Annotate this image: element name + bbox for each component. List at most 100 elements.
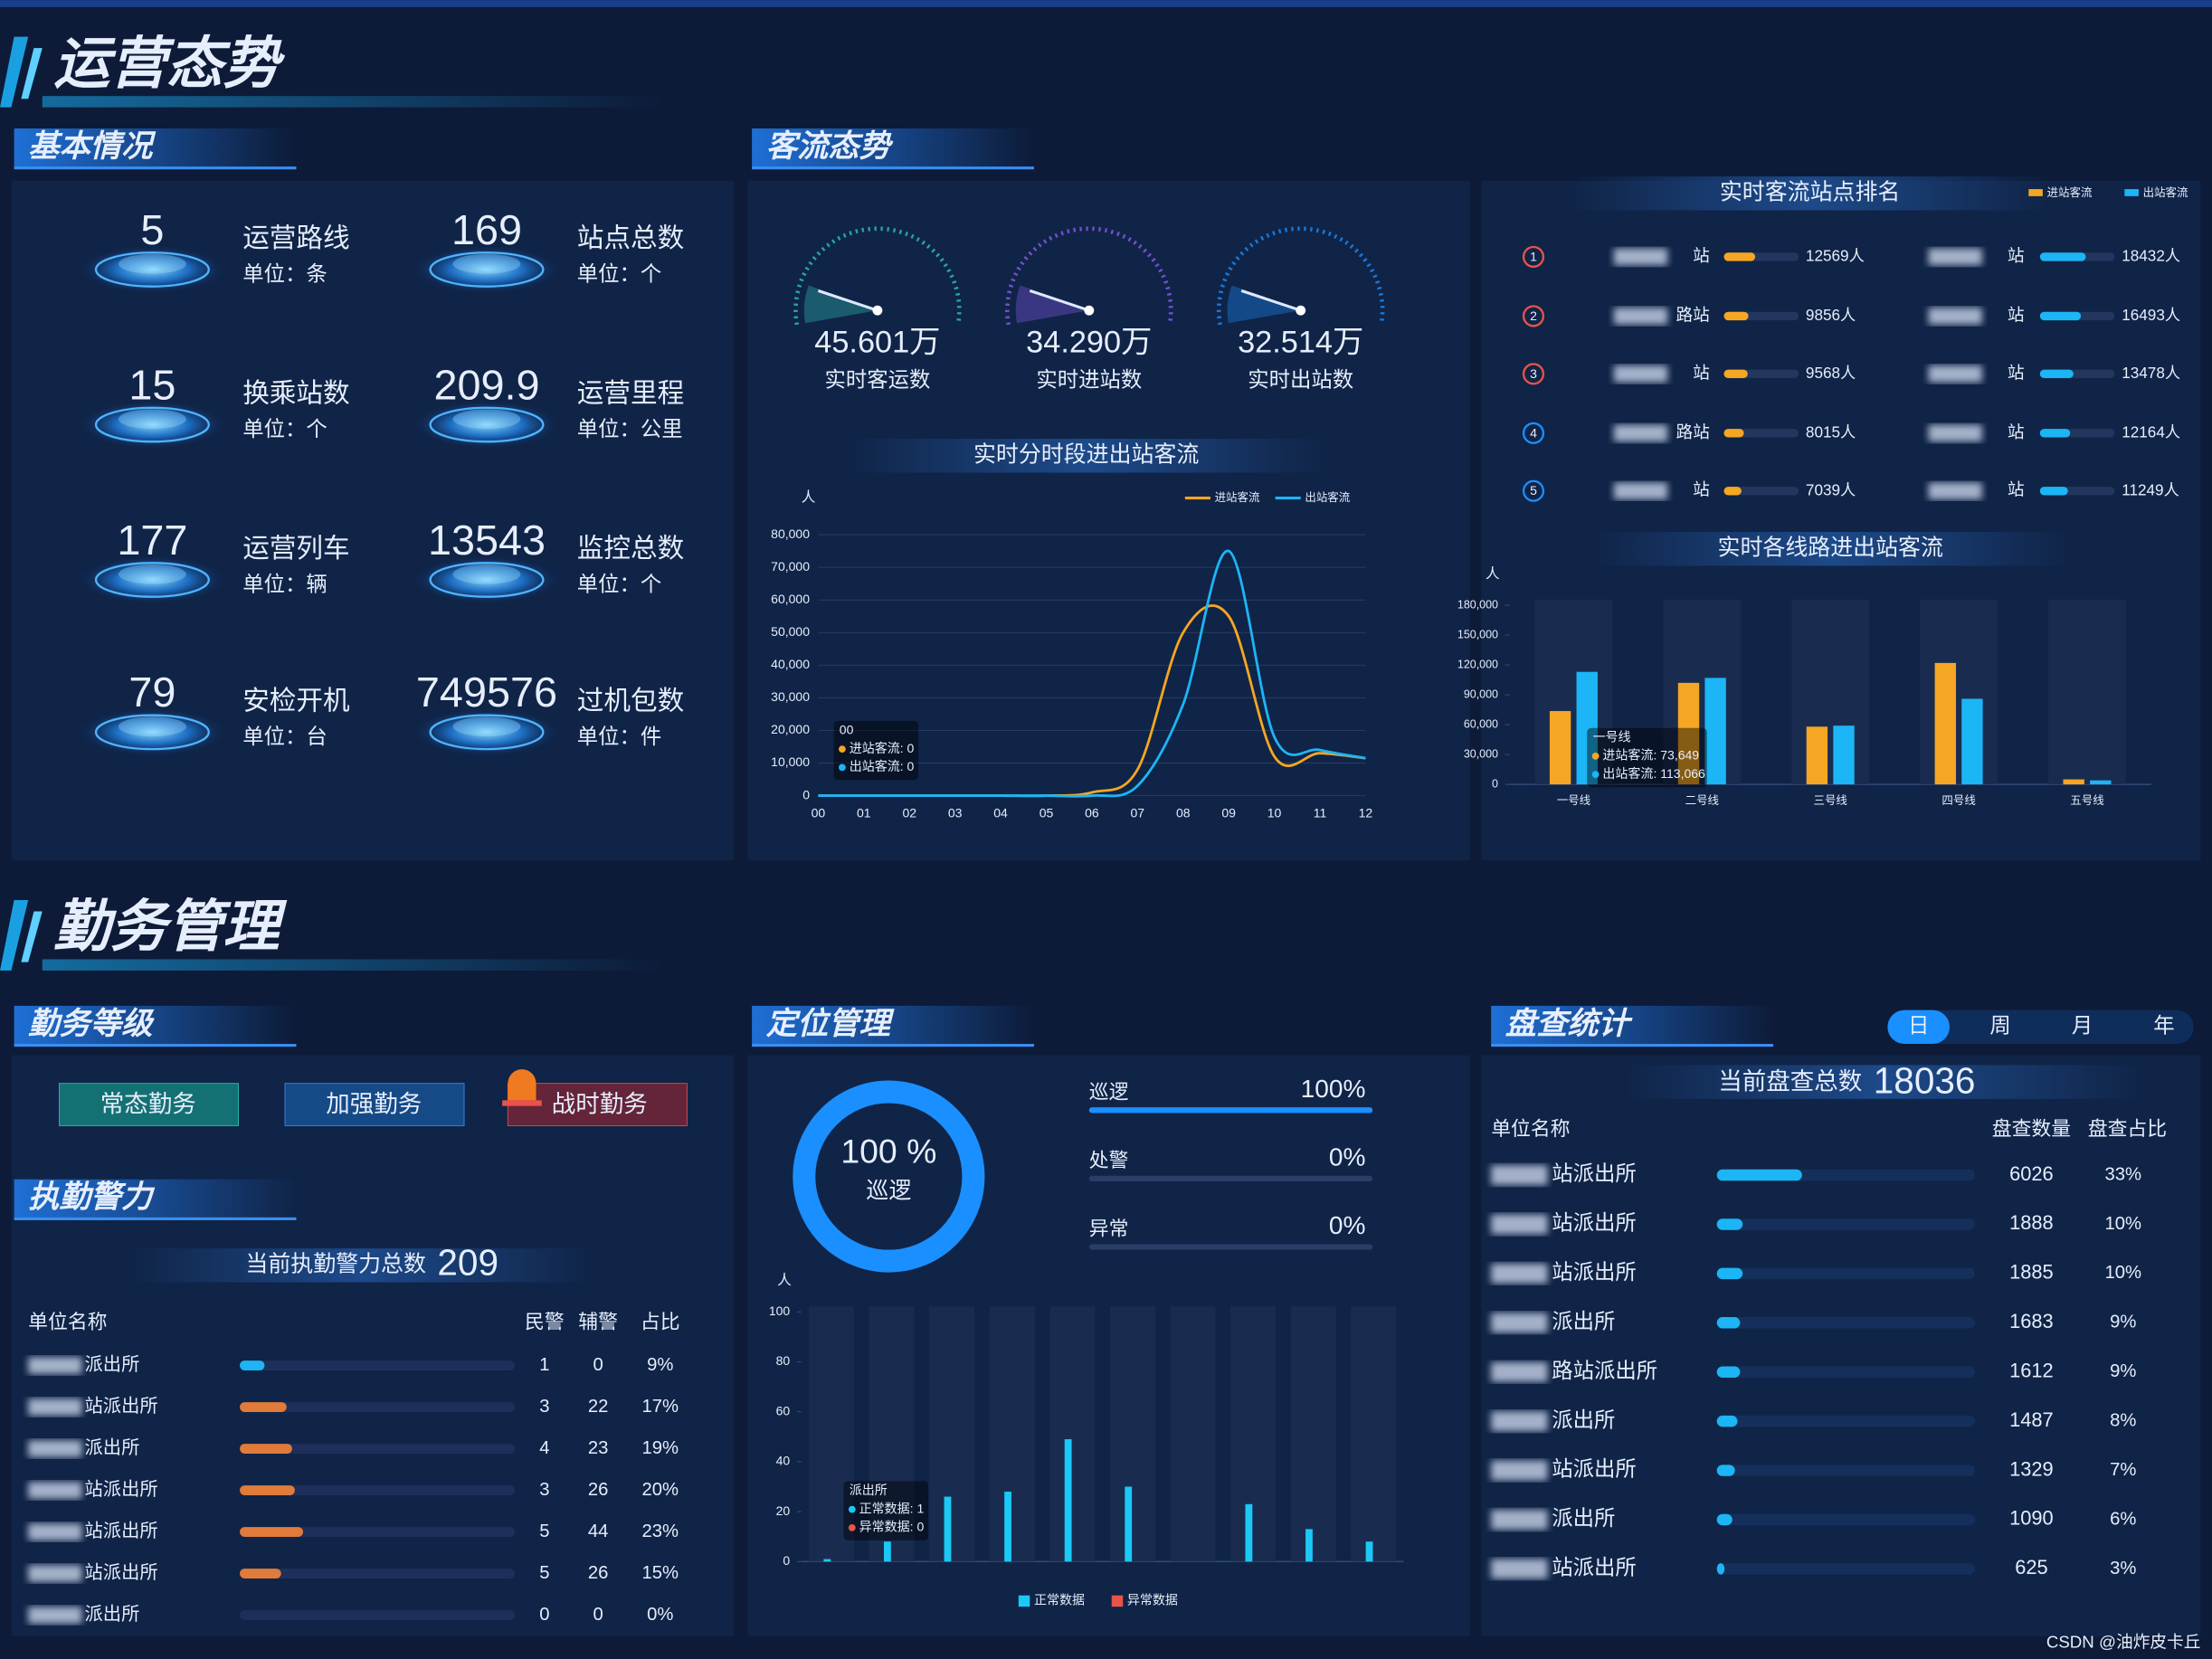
bar-track [240,1569,516,1578]
count: 1888 [2009,1211,2054,1234]
subtitle-bar [1622,1065,2145,1099]
header-bar [752,1005,1034,1046]
section-title: 勤务管理 [53,896,287,959]
unit-name: 站派出所 [85,1396,158,1417]
column-bg [2048,599,2126,785]
unit-name: 站派出所 [85,1479,158,1500]
x-tick-label: 二号线 [1685,794,1719,807]
level-label: 战时勤务 [552,1091,648,1118]
y-tick-label: 30,000 [1464,747,1498,760]
bar [1806,726,1828,785]
police-count: 5 [539,1563,549,1583]
bar [1125,1486,1133,1562]
gauge-needle [1029,289,1090,312]
bar [1677,682,1700,785]
y-tick-label: 180,000 [1457,598,1498,611]
column-header: 辅警 [578,1311,618,1333]
bar-track [1716,1563,1976,1575]
tab[interactable]: 月 [2072,1013,2093,1037]
series-line [818,549,1366,798]
x-tick-label: 07 [1131,806,1145,820]
tooltip-dot [839,745,846,754]
blurred-name [28,1523,82,1540]
blurred-name [1928,365,1982,383]
donut-value: 100 % [840,1133,936,1171]
station-name: 站 [2008,480,2025,499]
subtitle-bar [846,439,1326,473]
share-label: 9% [2110,1361,2136,1381]
panel-title: 执勤警力 [28,1180,156,1215]
stat-ring [452,564,521,584]
tab[interactable]: 周 [1989,1013,2010,1037]
blurred-name [1613,424,1668,442]
x-tick-label: 08 [1176,806,1191,820]
bar [1716,1169,1802,1181]
bar-track [1088,1175,1373,1182]
unit-name: 路站派出所 [1552,1359,1657,1382]
blurred-name [1928,482,1982,500]
bar [1934,662,1956,785]
stat-ring [94,251,210,288]
bar [823,1559,831,1562]
gauge-hub [1296,305,1306,316]
tab[interactable]: 日 [1908,1013,1929,1037]
gauge-hub [1084,305,1095,316]
unit-name: 派出所 [1552,1408,1615,1431]
bar-track [1716,1465,1976,1476]
bar [240,1402,287,1412]
x-tick-label: 三号线 [1813,794,1846,807]
x-tick-label: 02 [902,806,916,820]
stat-ring [452,253,521,274]
column-header: 民警 [525,1311,565,1333]
tooltip-line: 出站客流: 113,066 [1602,766,1705,781]
station-name: 站 [1693,363,1710,382]
chart-title: 实时客流站点排名 [1720,179,1901,204]
blurred-name [1613,365,1668,383]
stat-unit: 单位：个 [242,417,328,441]
bar [1716,1218,1743,1230]
value-label: 18432人 [2122,246,2180,264]
share-label: 17% [641,1397,679,1417]
bar [1716,1267,1743,1280]
bar-track [1716,1366,1976,1378]
blurred-name [1928,308,1982,325]
unit-name: 派出所 [1552,1309,1615,1332]
bar [1088,1107,1373,1114]
bar-track [1716,1415,1976,1427]
stat-value: 79 [128,668,176,716]
share-label: 6% [2110,1509,2136,1529]
stat-name: 安检开机 [242,686,349,716]
stat-value: 15 [128,361,176,408]
blurred-name [1491,1510,1548,1530]
bar [240,1485,295,1495]
share-label: 9% [647,1355,673,1375]
column-bg [1049,1306,1096,1562]
tooltip-dot [848,1505,856,1513]
bar [2063,779,2084,785]
blurred-name [1491,1263,1548,1284]
total-value: 209 [437,1242,498,1284]
bar [1365,1541,1373,1562]
tab[interactable]: 年 [2153,1013,2174,1037]
rank-number: 5 [1530,483,1537,498]
stat-ring [118,253,186,274]
title-deco [0,36,29,108]
stat-unit: 单位：个 [577,572,662,595]
value-label: 9856人 [1806,306,1856,324]
unit-name: 站派出所 [1552,1161,1637,1185]
blurred-name [1613,248,1668,266]
column-header: 单位名称 [28,1311,107,1333]
share-label: 33% [2104,1164,2141,1184]
y-tick-label: 70,000 [771,559,810,574]
level-button [59,1083,239,1126]
count: 1090 [2009,1507,2054,1530]
stat-value: 177 [117,517,187,564]
blurred-name [1613,482,1668,500]
bar-track [1716,1267,1976,1280]
y-tick-label: 80 [776,1353,791,1368]
bar [2039,487,2068,496]
stat-ring [452,409,521,430]
tooltip [843,1481,929,1540]
